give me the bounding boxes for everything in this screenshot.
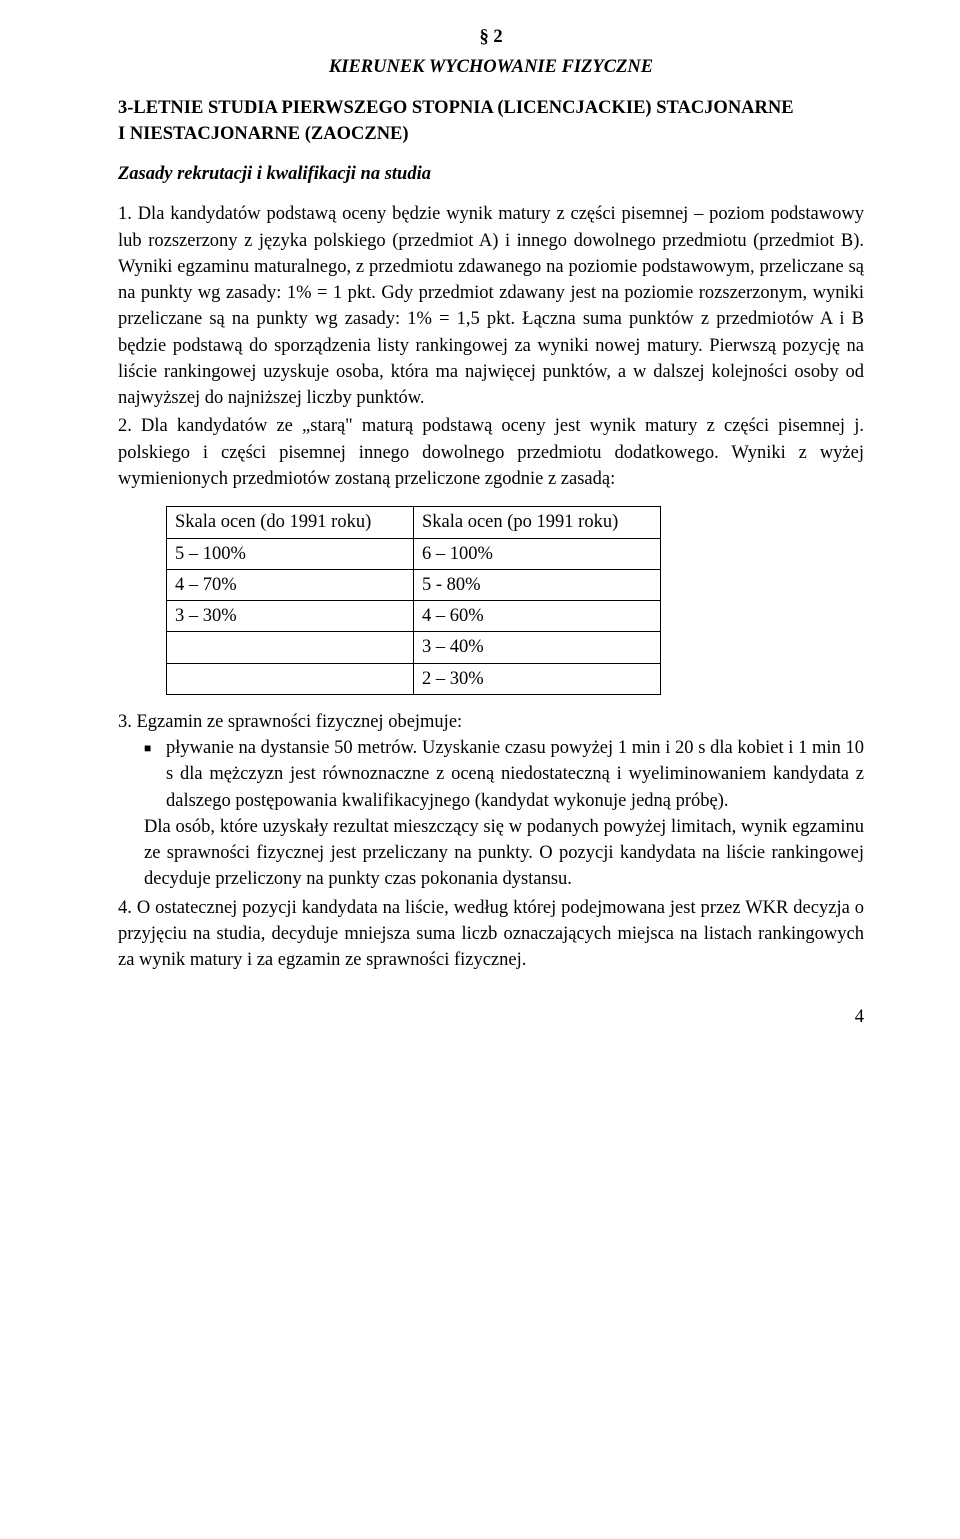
table-header-right: Skala ocen (po 1991 roku) [414, 507, 661, 538]
main-title: KIERUNEK WYCHOWANIE FIZYCZNE [118, 54, 864, 80]
paragraph-1: 1. Dla kandydatów podstawą oceny będzie … [118, 201, 864, 411]
subtitle-line-1: 3-LETNIE STUDIA PIERWSZEGO STOPNIA (LICE… [118, 95, 864, 121]
table-row: 3 – 30% 4 – 60% [167, 601, 661, 632]
table-row: 3 – 40% [167, 632, 661, 663]
paragraph-2: 2. Dla kandydatów ze „starą" maturą pods… [118, 413, 864, 492]
table-row: 5 – 100% 6 – 100% [167, 538, 661, 569]
table-row: 2 – 30% [167, 663, 661, 694]
table-cell [167, 663, 414, 694]
paragraph-4: 4. O ostatecznej pozycji kandydata na li… [118, 895, 864, 974]
bullet-list: ■ pływanie na dystansie 50 metrów. Uzysk… [144, 735, 864, 814]
grade-scale-table-wrap: Skala ocen (do 1991 roku) Skala ocen (po… [166, 506, 864, 695]
bullet-text: pływanie na dystansie 50 metrów. Uzyskan… [166, 735, 864, 814]
document-page: § 2 KIERUNEK WYCHOWANIE FIZYCZNE 3-LETNI… [0, 0, 960, 1070]
subtitle-line-2: I NIESTACJONARNE (ZAOCZNE) [118, 121, 864, 147]
table-header-left: Skala ocen (do 1991 roku) [167, 507, 414, 538]
table-cell: 5 – 100% [167, 538, 414, 569]
rules-heading: Zasady rekrutacji i kwalifikacji na stud… [118, 161, 864, 187]
table-cell: 5 - 80% [414, 569, 661, 600]
table-row: 4 – 70% 5 - 80% [167, 569, 661, 600]
table-cell: 3 – 30% [167, 601, 414, 632]
table-cell: 3 – 40% [414, 632, 661, 663]
table-cell: 6 – 100% [414, 538, 661, 569]
table-cell: 4 – 60% [414, 601, 661, 632]
table-cell: 2 – 30% [414, 663, 661, 694]
page-number: 4 [118, 1004, 864, 1030]
table-cell: 4 – 70% [167, 569, 414, 600]
table-cell [167, 632, 414, 663]
bullet-icon: ■ [144, 735, 166, 814]
grade-scale-table: Skala ocen (do 1991 roku) Skala ocen (po… [166, 506, 661, 695]
paragraph-3-lead: 3. Egzamin ze sprawności fizycznej obejm… [118, 709, 864, 735]
table-row: Skala ocen (do 1991 roku) Skala ocen (po… [167, 507, 661, 538]
section-number: § 2 [118, 24, 864, 50]
list-item: ■ pływanie na dystansie 50 metrów. Uzysk… [144, 735, 864, 814]
paragraph-3-after: Dla osób, które uzyskały rezultat mieszc… [144, 814, 864, 893]
